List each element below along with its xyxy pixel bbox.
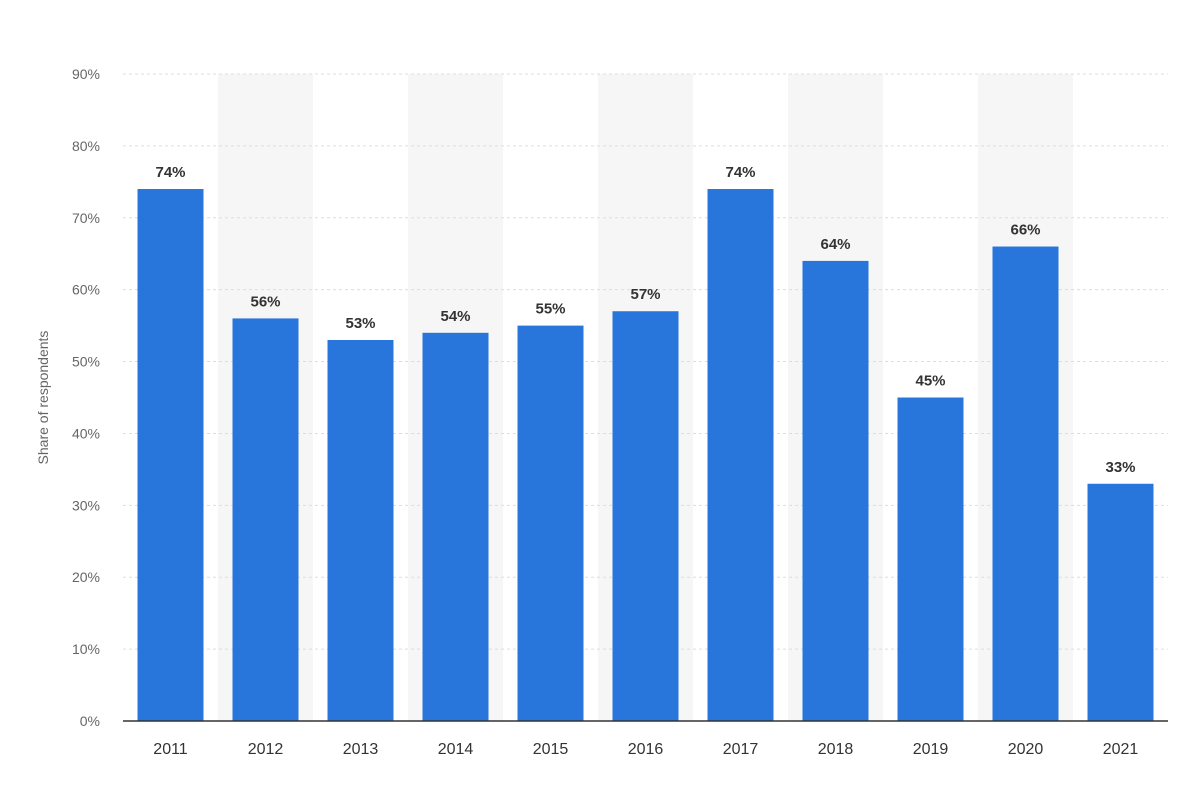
bar-2015	[518, 326, 584, 721]
y-tick-label: 0%	[80, 713, 100, 729]
bar-2019	[898, 398, 964, 722]
bar-2013	[328, 340, 394, 721]
x-tick-label: 2017	[723, 741, 759, 758]
x-tick-label: 2018	[818, 741, 854, 758]
bar-value-label: 57%	[630, 286, 660, 303]
y-tick-label: 30%	[72, 497, 100, 513]
bar-value-label: 74%	[155, 164, 185, 181]
x-tick-label: 2020	[1008, 741, 1044, 758]
x-tick-label: 2014	[438, 741, 474, 758]
y-tick-label: 70%	[72, 210, 100, 226]
x-tick-label: 2013	[343, 741, 379, 758]
bar-value-label: 74%	[725, 164, 755, 181]
bar-value-label: 56%	[250, 293, 280, 310]
y-tick-label: 20%	[72, 569, 100, 585]
y-axis-ticks: 0% 10% 20% 30% 40% 50% 60% 70% 80% 90%	[72, 66, 100, 729]
bar-value-label: 55%	[535, 301, 565, 318]
y-tick-label: 90%	[72, 66, 100, 82]
bar-value-label: 54%	[440, 308, 470, 325]
bar-2016	[613, 311, 679, 721]
bar-value-label: 53%	[345, 315, 375, 332]
bar-value-label: 66%	[1010, 222, 1040, 239]
bar-2018	[803, 261, 869, 721]
bar-value-label: 64%	[820, 236, 850, 253]
bar-value-label: 45%	[915, 373, 945, 390]
y-tick-label: 10%	[72, 641, 100, 657]
bar-2012	[233, 318, 299, 721]
x-tick-label: 2012	[248, 741, 284, 758]
y-tick-label: 50%	[72, 354, 100, 370]
y-axis-title: Share of respondents	[35, 331, 51, 465]
bar-2017	[708, 189, 774, 721]
x-tick-label: 2016	[628, 741, 664, 758]
x-tick-label: 2021	[1103, 741, 1139, 758]
bar-2020	[993, 247, 1059, 721]
y-tick-label: 40%	[72, 425, 100, 441]
x-tick-label: 2011	[153, 741, 188, 758]
x-tick-label: 2015	[533, 741, 569, 758]
x-axis-ticks: 2011 2012 2013 2014 2015 2016 2017 2018 2019 2020…	[153, 741, 1138, 758]
x-tick-label: 2019	[913, 741, 949, 758]
bar-2021	[1088, 484, 1154, 721]
y-tick-label: 60%	[72, 282, 100, 298]
bar-2011	[138, 189, 204, 721]
bar-value-label: 33%	[1105, 459, 1135, 476]
bar-2014	[423, 333, 489, 721]
y-tick-label: 80%	[72, 138, 100, 154]
